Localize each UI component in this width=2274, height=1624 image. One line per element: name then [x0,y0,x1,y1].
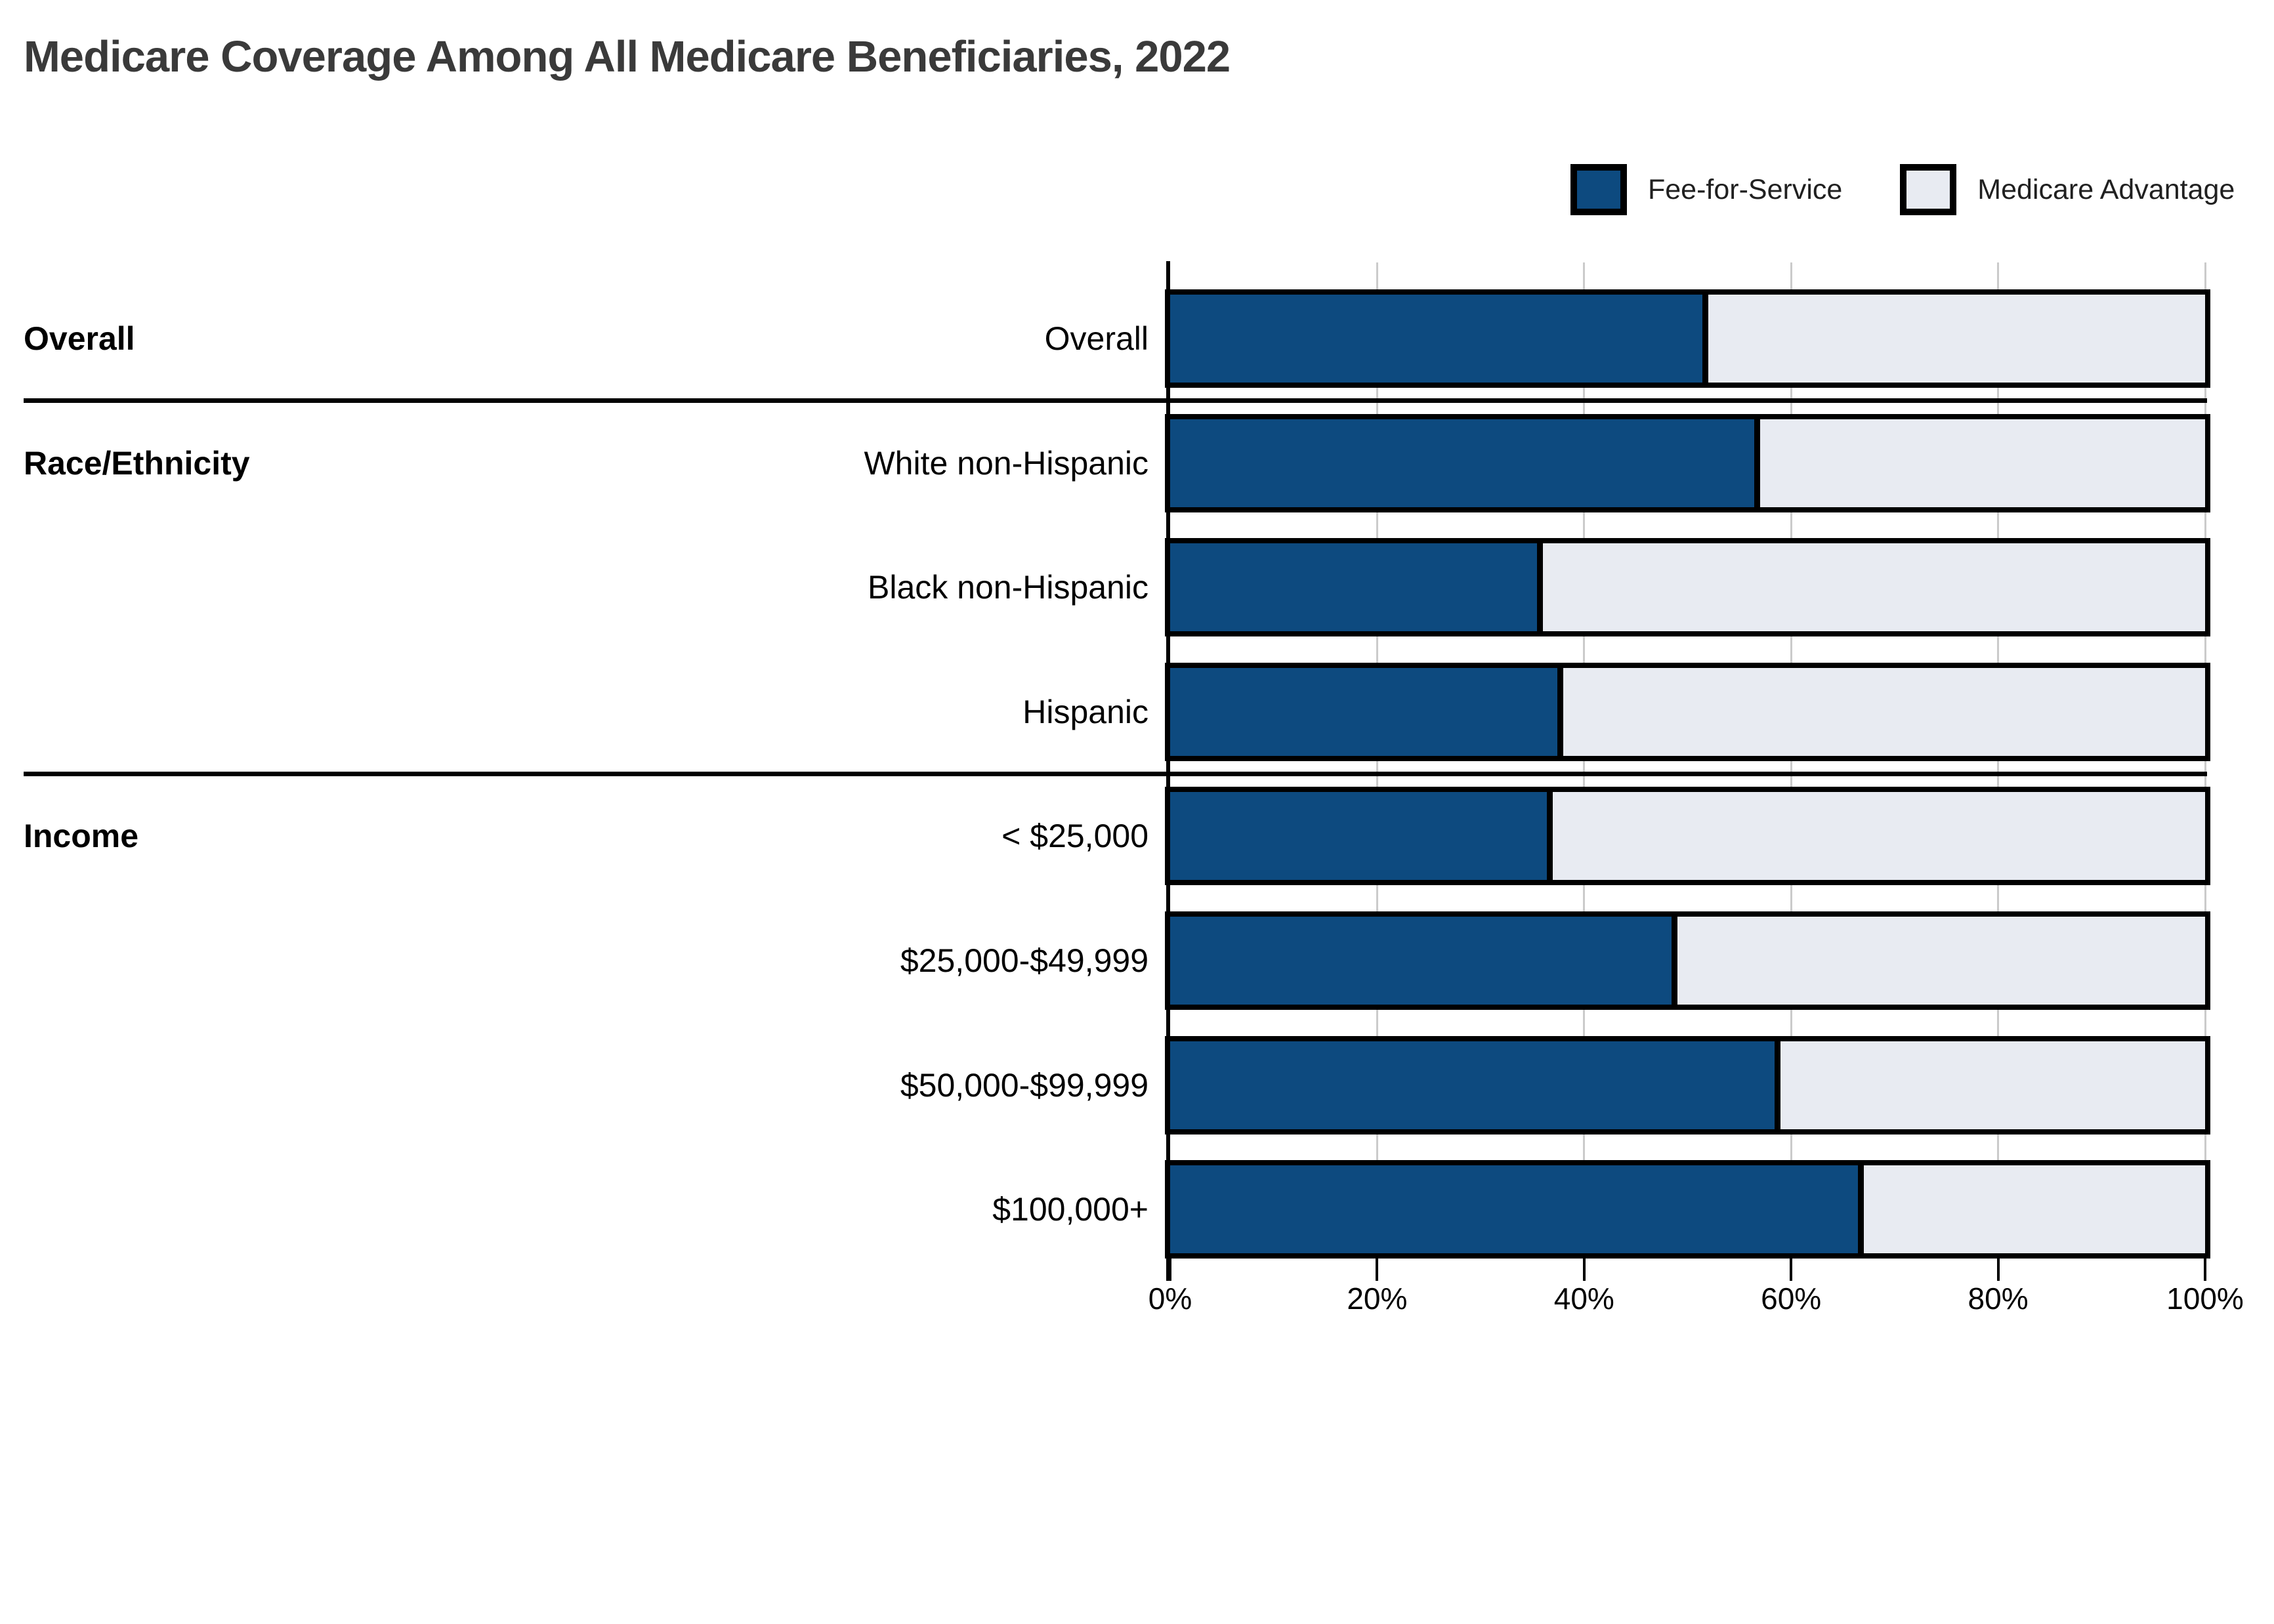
legend-label: Fee-for-Service [1648,173,1843,205]
bar-segment-fee-for-service[interactable] [1170,917,1677,1005]
row-label: Black non-Hispanic [868,569,1148,606]
legend-item-fee-for-service[interactable]: Fee-for-Service [1570,164,1842,215]
legend-swatch-icon [1900,164,1957,215]
row-label: < $25,000 [1001,818,1148,855]
bar-segment-medicare-advantage[interactable] [1863,1165,2205,1254]
bar-row [1165,1035,2210,1135]
group-header: Race/Ethnicity [24,444,250,482]
axis-tick-label: 80% [1968,1281,2029,1316]
axis-tick-label: 60% [1761,1281,1822,1316]
row-label: $25,000-$49,999 [900,942,1148,979]
axis-tick-label: 100% [2166,1281,2244,1316]
axis-tick-60 [1790,1259,1793,1281]
bar-row [1165,787,2210,886]
axis-tick-40 [1582,1259,1586,1281]
bar-segment-medicare-advantage[interactable] [1759,419,2205,507]
bar-segment-fee-for-service[interactable] [1170,295,1709,383]
axis-tick-label: 40% [1553,1281,1614,1316]
bar-segment-medicare-advantage[interactable] [1542,543,2205,632]
legend: Fee-for-Service Medicare Advantage [1570,164,2235,215]
axis-tick-100 [2204,1259,2206,1281]
row-label: Overall [1044,320,1148,357]
group-separator-rule [24,398,2207,404]
bar-row [1165,538,2210,637]
bar-row [1165,662,2210,761]
y-axis-spine [1166,261,1170,1281]
bar-segment-fee-for-service[interactable] [1170,419,1760,507]
group-separator-rule [24,772,2207,777]
bar-segment-medicare-advantage[interactable] [1677,917,2205,1005]
legend-label: Medicare Advantage [1977,173,2235,205]
bar-segment-fee-for-service[interactable] [1170,667,1564,756]
group-header: Overall [24,320,135,357]
bar-segment-fee-for-service[interactable] [1170,1041,1781,1129]
bar-segment-medicare-advantage[interactable] [1780,1041,2205,1129]
bar-segment-fee-for-service[interactable] [1170,543,1543,632]
group-header: Income [24,818,139,855]
bar-segment-fee-for-service[interactable] [1170,792,1553,881]
chart-title: Medicare Coverage Among All Medicare Ben… [24,32,1231,81]
bar-segment-medicare-advantage[interactable] [1563,667,2205,756]
bar-row [1165,1160,2210,1259]
bar-segment-medicare-advantage[interactable] [1708,295,2205,383]
row-label: $100,000+ [992,1191,1148,1228]
bar-row [1165,289,2210,388]
legend-swatch-icon [1570,164,1627,215]
bar-segment-medicare-advantage[interactable] [1553,792,2205,881]
bar-segment-fee-for-service[interactable] [1170,1165,1864,1254]
axis-tick-label: 20% [1347,1281,1408,1316]
legend-item-medicare-advantage[interactable]: Medicare Advantage [1900,164,2235,215]
bar-row [1165,413,2210,512]
axis-tick-0 [1169,1259,1171,1281]
axis-tick-80 [1996,1259,2000,1281]
row-label: White non-Hispanic [864,444,1148,482]
row-label: $50,000-$99,999 [900,1066,1148,1104]
axis-tick-label: 0% [1148,1281,1192,1316]
axis-tick-20 [1376,1259,1379,1281]
row-label: Hispanic [1022,693,1148,730]
bar-row [1165,911,2210,1010]
